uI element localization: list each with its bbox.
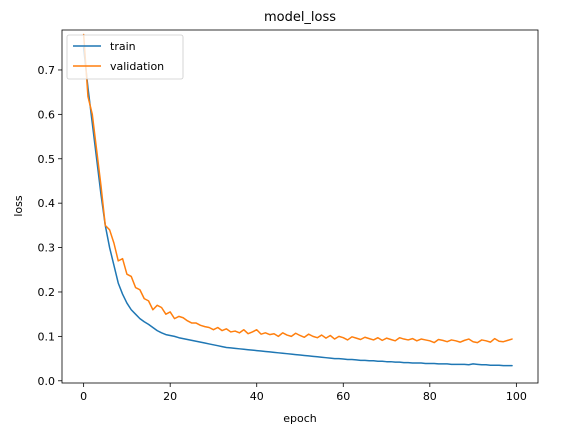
y-tick-label: 0.1 — [38, 330, 56, 343]
plot-frame — [61, 29, 539, 384]
x-tick-label: 0 — [80, 390, 87, 403]
y-tick-label: 0.3 — [38, 242, 56, 255]
plot-area: 0 20 40 60 80 100 0.0 0.1 0.2 0.3 0.4 0.5 0.6 0.7 — [38, 29, 539, 403]
y-tick-label: 0.7 — [38, 64, 56, 77]
y-tick-label: 0.2 — [38, 286, 56, 299]
x-tick-label: 80 — [423, 390, 437, 403]
x-axis-label: epoch — [283, 412, 317, 425]
x-tick-label: 100 — [506, 390, 527, 403]
y-tick-label: 0.4 — [38, 197, 56, 210]
y-tick-label: 0.5 — [38, 153, 56, 166]
x-tick-label: 20 — [163, 390, 177, 403]
series-line-train — [82, 47, 513, 367]
x-tick-label: 40 — [250, 390, 264, 403]
series-line-validation — [82, 33, 513, 344]
y-tick-label: 0.0 — [38, 375, 56, 388]
y-tick-label: 0.6 — [38, 108, 56, 121]
x-tick-label: 60 — [336, 390, 350, 403]
legend-label-train: train — [110, 40, 136, 53]
y-axis-ticks: 0.0 0.1 0.2 0.3 0.4 0.5 0.6 0.7 — [38, 64, 62, 388]
y-axis-label: loss — [12, 195, 25, 217]
series-layer — [82, 33, 513, 367]
legend: train validation — [66, 34, 184, 80]
chart-title: model_loss — [264, 10, 336, 25]
legend-label-validation: validation — [110, 60, 164, 73]
x-axis-ticks: 0 20 40 60 80 100 — [80, 383, 527, 403]
